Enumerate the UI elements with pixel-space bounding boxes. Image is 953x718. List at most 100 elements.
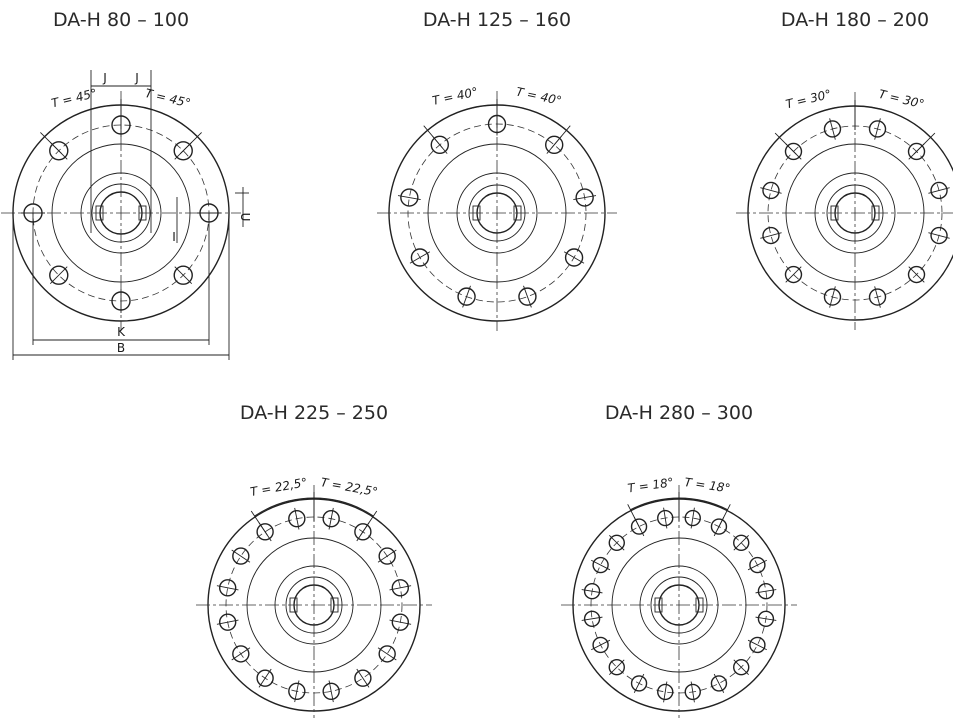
bolt-hole-axis	[563, 251, 585, 264]
bolt-hole-circle	[762, 181, 780, 200]
bolt-hole-circle	[930, 181, 948, 200]
bolt-hole-circle	[391, 613, 410, 631]
bolt-hole	[397, 188, 421, 207]
bolt-hole-circle	[430, 135, 449, 155]
bolt-hole-circle	[545, 135, 564, 155]
bolt-hole	[755, 583, 777, 600]
bolt-hole-axis	[733, 659, 749, 675]
angle-label-right: T = 30°	[877, 87, 925, 111]
bolt-hole	[409, 248, 431, 267]
angle-arc-right	[678, 497, 728, 511]
bolt-hole-axis	[928, 232, 950, 239]
bolt-hole-axis	[216, 619, 239, 625]
angle-label-left: T = 40°	[431, 85, 479, 108]
bolt-hole-axis	[663, 507, 668, 529]
bolt-hole-circle	[173, 265, 193, 285]
label-j-left: J	[102, 71, 107, 85]
bolt-hole	[684, 507, 701, 529]
bolt-hole-axis	[591, 559, 611, 571]
flange-diagram-4: DA-H 225 – 250 T = 22,5° T = 22,5°	[196, 402, 432, 718]
bolt-hole-circle	[733, 534, 750, 551]
angle-arc-right-extension	[551, 125, 571, 149]
bolt-hole	[457, 285, 476, 308]
flange-diagram-3: DA-H 180 – 200 T = 30° T = 30°	[736, 9, 953, 330]
bolt-hole	[231, 547, 251, 565]
bolt-hole-circle	[288, 682, 306, 701]
bolt-hole-axis	[573, 195, 597, 200]
bolt-hole-circle	[823, 288, 842, 306]
bolt-hole-axis	[174, 266, 193, 285]
bolt-hole-circle	[762, 226, 780, 245]
bolt-hole-axis	[874, 118, 881, 140]
angle-label-right: T = 40°	[515, 85, 563, 108]
bolt-hole-axis	[397, 195, 421, 200]
bolt-hole	[710, 673, 728, 693]
bolt-hole-axis	[609, 659, 625, 675]
bolt-hole	[389, 579, 412, 597]
bolt-hole	[591, 556, 611, 574]
bolt-hole-axis	[733, 535, 749, 551]
bolt-hole-circle	[173, 141, 193, 161]
bolt-hole-axis	[760, 232, 782, 239]
bolt-hole	[755, 610, 777, 627]
bolt-hole	[563, 248, 585, 267]
bolt-hole	[573, 188, 597, 207]
bolt-hole-circle	[784, 265, 803, 284]
bolt-hole-circle	[868, 120, 887, 138]
bolt-hole	[928, 226, 950, 245]
bolt-hole-axis	[294, 680, 300, 703]
bolt-hole-axis	[377, 549, 397, 563]
angle-arc-left-extension	[627, 504, 642, 531]
diagram-title: DA-H 125 – 160	[423, 9, 571, 31]
bolt-hole-circle	[608, 659, 625, 676]
bolt-hole	[823, 286, 842, 308]
bolt-hole-circle	[575, 188, 594, 207]
bolt-hole-circle	[749, 636, 766, 654]
bolt-hole-circle	[657, 509, 674, 527]
bolt-hole-circle	[218, 613, 237, 631]
bolt-hole	[591, 636, 611, 654]
diagram-title: DA-H 280 – 300	[605, 402, 753, 424]
bolt-hole-axis	[713, 673, 725, 693]
angle-label-left: T = 30°	[784, 87, 832, 111]
bolt-hole	[608, 659, 625, 676]
bolt-hole-circle	[564, 248, 584, 267]
bolt-hole	[760, 181, 782, 200]
bolt-hole-circle	[757, 583, 775, 600]
bolt-hole-circle	[322, 682, 340, 701]
angle-arc-left	[630, 497, 680, 511]
bolt-hole-axis	[760, 187, 782, 194]
bolt-hole-axis	[258, 668, 272, 688]
bolt-hole-axis	[216, 585, 239, 591]
bolt-hole	[322, 680, 340, 703]
bolt-hole-axis	[328, 680, 334, 703]
angle-arc-right-extension	[180, 132, 202, 154]
label-u: U	[238, 213, 252, 222]
angle-arc-left	[427, 104, 498, 131]
label-k: K	[117, 325, 126, 339]
angle-arc-left-extension	[774, 132, 797, 155]
bolt-hole	[288, 680, 306, 703]
bolt-hole-axis	[389, 585, 412, 591]
angle-label-right: T = 22,5°	[320, 475, 379, 499]
bolt-hole-circle	[630, 518, 648, 535]
bolt-hole-axis	[409, 251, 431, 264]
bolt-hole	[784, 265, 803, 284]
bolt-hole	[354, 668, 372, 688]
angle-arc-left	[254, 497, 315, 517]
bolt-hole-circle	[749, 556, 766, 574]
label-b: B	[117, 341, 125, 355]
angle-arc-left-extension	[250, 510, 268, 536]
bolt-hole-axis	[231, 549, 251, 563]
bolt-hole-circle	[378, 547, 396, 565]
bolt-hole-circle	[657, 683, 674, 701]
bolt-hole-circle	[400, 188, 419, 207]
bolt-hole-circle	[592, 556, 609, 574]
bolt-hole	[377, 547, 397, 565]
bolt-hole-circle	[218, 579, 237, 597]
angle-label-right: T = 18°	[683, 475, 731, 495]
bolt-hole	[288, 507, 306, 530]
bolt-hole	[823, 118, 842, 140]
